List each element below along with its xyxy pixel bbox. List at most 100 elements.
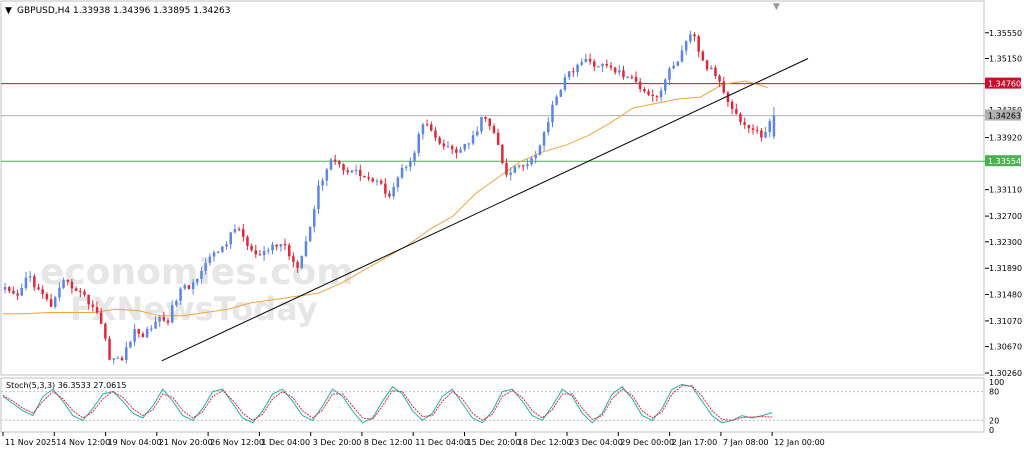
collapse-triangle-icon[interactable]: ▼ [5, 6, 12, 16]
moving-average-layer [3, 80, 769, 317]
candle-body [354, 169, 358, 171]
candle-body [338, 161, 341, 165]
candle-body [87, 294, 90, 305]
candle-body [62, 279, 65, 288]
time-tick-label: 1 Dec 04:00 [261, 438, 310, 447]
candle-body [438, 137, 441, 144]
level-tag-label: 1.34263 [988, 112, 1021, 121]
candle-body [367, 177, 370, 179]
candle-body [179, 288, 182, 301]
candle-body [275, 244, 278, 247]
candle-body [430, 124, 433, 131]
candle-body [551, 104, 554, 123]
price-tick-label: 1.32300 [989, 238, 1022, 247]
candle-body [609, 65, 613, 68]
candle-body [743, 122, 746, 125]
candle-body [509, 172, 512, 175]
candle-body [476, 131, 479, 136]
time-tick-label: 23 Dec 04:00 [569, 438, 623, 447]
stoch-tick-label: 20 [989, 416, 999, 425]
candle-body [250, 245, 253, 251]
candle-body [359, 169, 362, 176]
candle-body [237, 229, 241, 231]
candle-body [559, 89, 563, 97]
time-tick-label: 18 Dec 12:00 [518, 438, 572, 447]
candle-body [154, 321, 157, 329]
price-tick-label: 1.35550 [989, 29, 1022, 38]
candle-body [196, 278, 199, 283]
moving-average-line [3, 80, 769, 317]
candle-body [446, 146, 450, 148]
price-tick-label: 1.31890 [989, 264, 1022, 273]
candle-body [513, 166, 517, 173]
candle-body [442, 143, 446, 147]
candle-body [697, 36, 700, 52]
candle-body [755, 129, 759, 131]
candle-body [768, 121, 771, 132]
candle-body [74, 288, 78, 291]
candle-body [710, 67, 713, 70]
candle-body [271, 244, 274, 251]
time-tick-label: 26 Nov 12:00 [210, 438, 264, 447]
candle-body [216, 251, 220, 253]
candle-body [308, 226, 312, 242]
candle-body [396, 177, 400, 188]
candle-body [613, 67, 617, 73]
candle-body [58, 287, 61, 298]
candle-body [242, 229, 245, 237]
candle-body [597, 66, 600, 68]
candle-body [129, 341, 132, 348]
candle-body [79, 290, 82, 292]
candle-body [120, 357, 124, 361]
price-axis: 1.355501.351501.343501.339201.331101.327… [985, 29, 1022, 378]
candle-body [722, 81, 725, 93]
candle-body [388, 193, 391, 197]
candle-body [191, 282, 195, 290]
candle-body [405, 166, 408, 168]
candle-body [296, 262, 299, 268]
candle-body [212, 252, 216, 257]
price-tick-label: 1.31070 [989, 317, 1022, 326]
price-tick-label: 1.30260 [989, 369, 1022, 378]
candle-body [33, 276, 36, 288]
candle-body [664, 79, 667, 91]
candle-body [371, 178, 374, 182]
candle-body [505, 162, 508, 175]
candle-body [705, 60, 709, 70]
candle-body [601, 64, 604, 67]
candle-body [572, 71, 575, 73]
candle-body [455, 149, 458, 153]
candle-body [747, 124, 751, 129]
candle-body [83, 291, 86, 295]
candle-body [588, 59, 592, 62]
candle-body [133, 329, 136, 342]
candle-body [225, 244, 228, 247]
time-tick-label: 2 Jan 17:00 [672, 438, 718, 447]
candle-body [643, 89, 646, 92]
candle-body [37, 287, 40, 290]
candle-body [501, 144, 504, 163]
candle-body [20, 288, 23, 296]
levels-layer [1, 83, 985, 162]
trendline-layer [161, 58, 809, 362]
price-tick-label: 1.31480 [989, 291, 1022, 300]
candle-body [718, 76, 721, 82]
candle-body [655, 96, 659, 98]
candle-body [605, 64, 608, 66]
candle-body [668, 68, 671, 80]
candle-body [267, 250, 270, 252]
price-tick-label: 1.32700 [989, 212, 1022, 221]
candle-body [684, 41, 688, 51]
candle-body [283, 244, 287, 246]
candle-body [329, 159, 333, 170]
scroll-marker-icon[interactable]: ▼ [773, 2, 780, 12]
candle-body [200, 270, 203, 279]
level-tag [985, 155, 1021, 167]
candle-body [246, 236, 249, 246]
candle-body [66, 279, 69, 282]
candle-body [772, 115, 776, 137]
candle-body [634, 77, 638, 82]
candles-layer [3, 30, 776, 365]
